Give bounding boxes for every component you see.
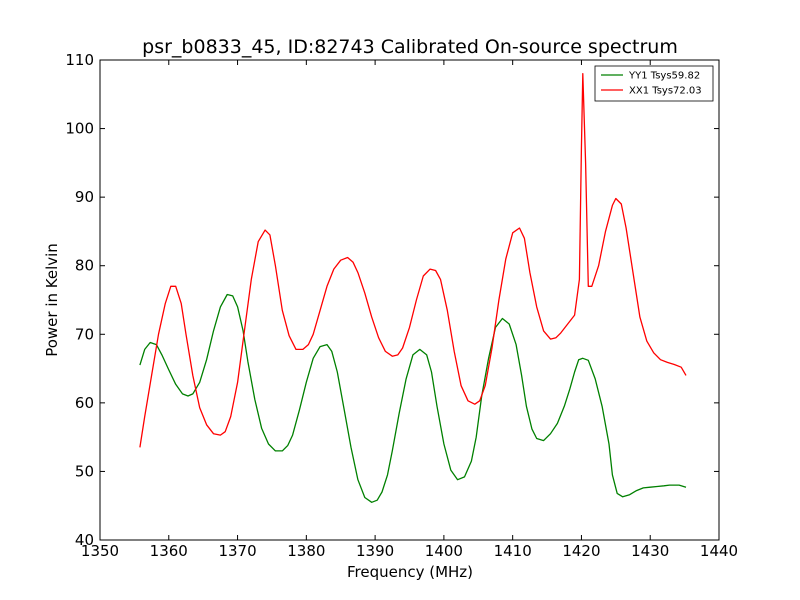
x-tick-label: 1370 — [218, 542, 256, 560]
y-tick-label: 70 — [75, 325, 94, 343]
legend-label-1: YY1 Tsys59.82 — [628, 71, 700, 82]
legend-box — [594, 65, 714, 102]
x-tick-label: 1350 — [81, 542, 119, 560]
plot-area: 1350 1360 1370 1380 1390 1400 1410 1420 1430 1440… — [65, 51, 738, 560]
x-tick-label: 1380 — [287, 542, 325, 560]
legend-label-2: XX1 Tsys72.03 — [629, 86, 702, 97]
series-line-2 — [139, 73, 687, 448]
axes-frame — [99, 59, 720, 541]
y-tick-label: 40 — [75, 531, 94, 549]
x-axis-label: Frequency (MHz) — [347, 563, 473, 581]
y-axis-label: Power in Kelvin — [43, 243, 61, 357]
x-tick-label: 1390 — [356, 542, 394, 560]
chart-title: psr_b0833_45, ID:82743 Calibrated On-sou… — [142, 36, 678, 58]
x-tick-label: 1410 — [494, 542, 532, 560]
series-line-1 — [139, 293, 687, 503]
y-tick-label: 80 — [75, 257, 94, 275]
y-tick-label: 90 — [75, 188, 94, 206]
x-tick-label: 1430 — [631, 542, 669, 560]
y-tick-label: 50 — [75, 462, 94, 480]
x-tick-label: 1400 — [425, 542, 463, 560]
x-tick-label: 1420 — [562, 542, 600, 560]
y-tick-label: 110 — [65, 51, 94, 69]
y-tick-label: 100 — [65, 120, 94, 138]
x-tick-label: 1440 — [700, 542, 738, 560]
x-tick-label: 1360 — [150, 542, 188, 560]
y-tick-label: 60 — [75, 394, 94, 412]
